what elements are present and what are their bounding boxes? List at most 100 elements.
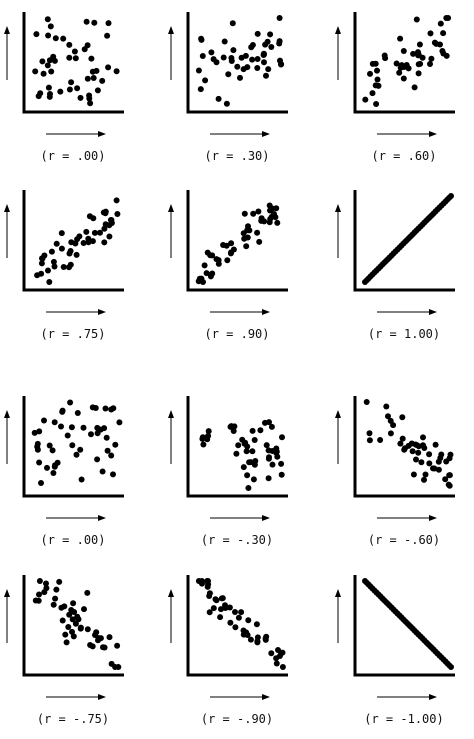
data-point	[403, 62, 410, 68]
x-arrowhead	[429, 515, 437, 521]
data-point	[91, 19, 98, 26]
data-point	[106, 634, 113, 641]
data-point	[249, 427, 256, 434]
data-point	[48, 248, 55, 255]
data-point	[108, 406, 115, 413]
data-point	[46, 57, 53, 64]
data-point	[195, 67, 202, 74]
data-point	[244, 64, 251, 71]
data-point	[68, 424, 75, 431]
data-point	[409, 448, 416, 455]
data-point	[445, 15, 452, 21]
data-point	[94, 456, 101, 463]
data-point	[263, 633, 270, 640]
data-point	[92, 405, 99, 411]
data-point	[45, 267, 51, 274]
data-point	[31, 429, 38, 436]
data-point	[366, 430, 373, 437]
data-point	[208, 49, 215, 56]
data-point	[232, 609, 238, 615]
data-points	[363, 399, 454, 489]
data-point	[200, 441, 207, 448]
scatter-panel: (r = .00)	[4, 396, 124, 547]
data-point	[229, 20, 236, 27]
data-point	[426, 460, 433, 467]
data-point	[268, 44, 275, 50]
data-point	[204, 249, 211, 256]
scatter-panel: (r = -1.00)	[335, 575, 455, 726]
data-point	[203, 270, 210, 277]
data-point	[89, 238, 96, 245]
scatter-panel: (r = .00)	[4, 12, 124, 163]
data-point	[266, 202, 273, 209]
data-point	[262, 419, 268, 426]
correlation-caption: (r = 1.00)	[368, 327, 440, 341]
data-point	[228, 55, 235, 61]
data-point	[105, 20, 112, 27]
data-point	[51, 419, 58, 426]
data-point	[254, 639, 261, 646]
data-point	[230, 47, 237, 54]
data-point	[210, 605, 217, 612]
data-point	[97, 635, 104, 642]
data-point	[46, 279, 53, 285]
x-arrowhead	[98, 309, 106, 315]
data-point	[56, 578, 63, 585]
data-point	[64, 432, 71, 439]
data-point	[251, 461, 258, 468]
data-point	[88, 431, 94, 438]
data-point	[413, 16, 420, 23]
data-point	[276, 15, 283, 21]
data-point	[263, 72, 269, 79]
data-points	[362, 578, 454, 670]
data-point	[242, 52, 249, 59]
data-point	[92, 632, 98, 638]
data-point	[438, 451, 445, 458]
correlation-caption: (r = -.90)	[201, 712, 273, 726]
data-point	[32, 597, 39, 604]
data-points	[195, 578, 286, 670]
data-point	[108, 452, 115, 459]
data-point	[33, 31, 40, 38]
data-point	[60, 264, 67, 270]
data-point	[74, 85, 81, 92]
data-point	[201, 262, 208, 269]
data-point	[408, 440, 415, 447]
data-point	[44, 16, 51, 23]
data-point	[399, 435, 406, 442]
data-point	[66, 41, 73, 48]
data-point	[411, 84, 418, 91]
data-point	[448, 193, 454, 199]
data-point	[67, 248, 74, 254]
data-point	[100, 209, 107, 216]
data-point	[221, 38, 228, 45]
data-point	[207, 273, 214, 280]
data-point	[400, 75, 407, 82]
data-point	[276, 40, 283, 47]
y-arrowhead	[4, 410, 10, 418]
data-point	[100, 644, 106, 651]
y-arrowhead	[335, 410, 341, 418]
data-point	[77, 446, 84, 453]
data-point	[213, 59, 220, 66]
data-point	[418, 459, 425, 466]
data-point	[235, 442, 242, 449]
data-point	[374, 76, 381, 83]
data-point	[247, 636, 254, 643]
data-point	[415, 443, 422, 450]
data-point	[241, 210, 248, 217]
data-point	[269, 461, 276, 468]
data-point	[383, 403, 390, 410]
data-point	[417, 60, 424, 67]
data-point	[87, 642, 94, 648]
data-point	[58, 604, 65, 611]
data-point	[57, 88, 64, 95]
data-point	[44, 62, 51, 69]
correlation-caption: (r = -1.00)	[364, 712, 443, 726]
data-point	[87, 100, 94, 107]
data-point	[224, 257, 231, 264]
data-point	[40, 70, 47, 77]
data-point	[72, 240, 79, 247]
data-point	[94, 424, 101, 431]
data-point	[225, 71, 232, 78]
